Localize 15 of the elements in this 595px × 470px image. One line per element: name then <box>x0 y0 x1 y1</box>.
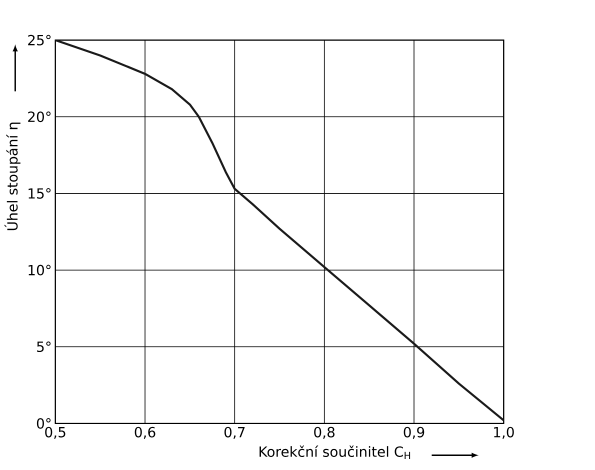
line-series <box>55 40 504 422</box>
y-tick-label: 10° <box>28 264 51 276</box>
x-tick-label: 0,9 <box>404 426 424 439</box>
x-tick-label: 0,7 <box>224 426 245 439</box>
x-axis-title: Korekční součinitel C$_{H}$ <box>260 445 410 459</box>
x-tick-label: 1,0 <box>494 426 514 439</box>
y-axis-title: Úhel stoupání η <box>4 122 20 230</box>
y-tick-label: 25° <box>28 34 51 46</box>
y-tick-label: 0° <box>36 418 51 428</box>
y-tick-label: 5° <box>37 341 51 352</box>
x-tick-label: 0,5 <box>45 426 66 439</box>
x-tick-label: 0,8 <box>314 426 335 439</box>
y-tick-label: 15° <box>28 188 51 199</box>
x-tick-label: 0,6 <box>134 426 156 439</box>
y-tick-label: 20° <box>28 111 51 122</box>
